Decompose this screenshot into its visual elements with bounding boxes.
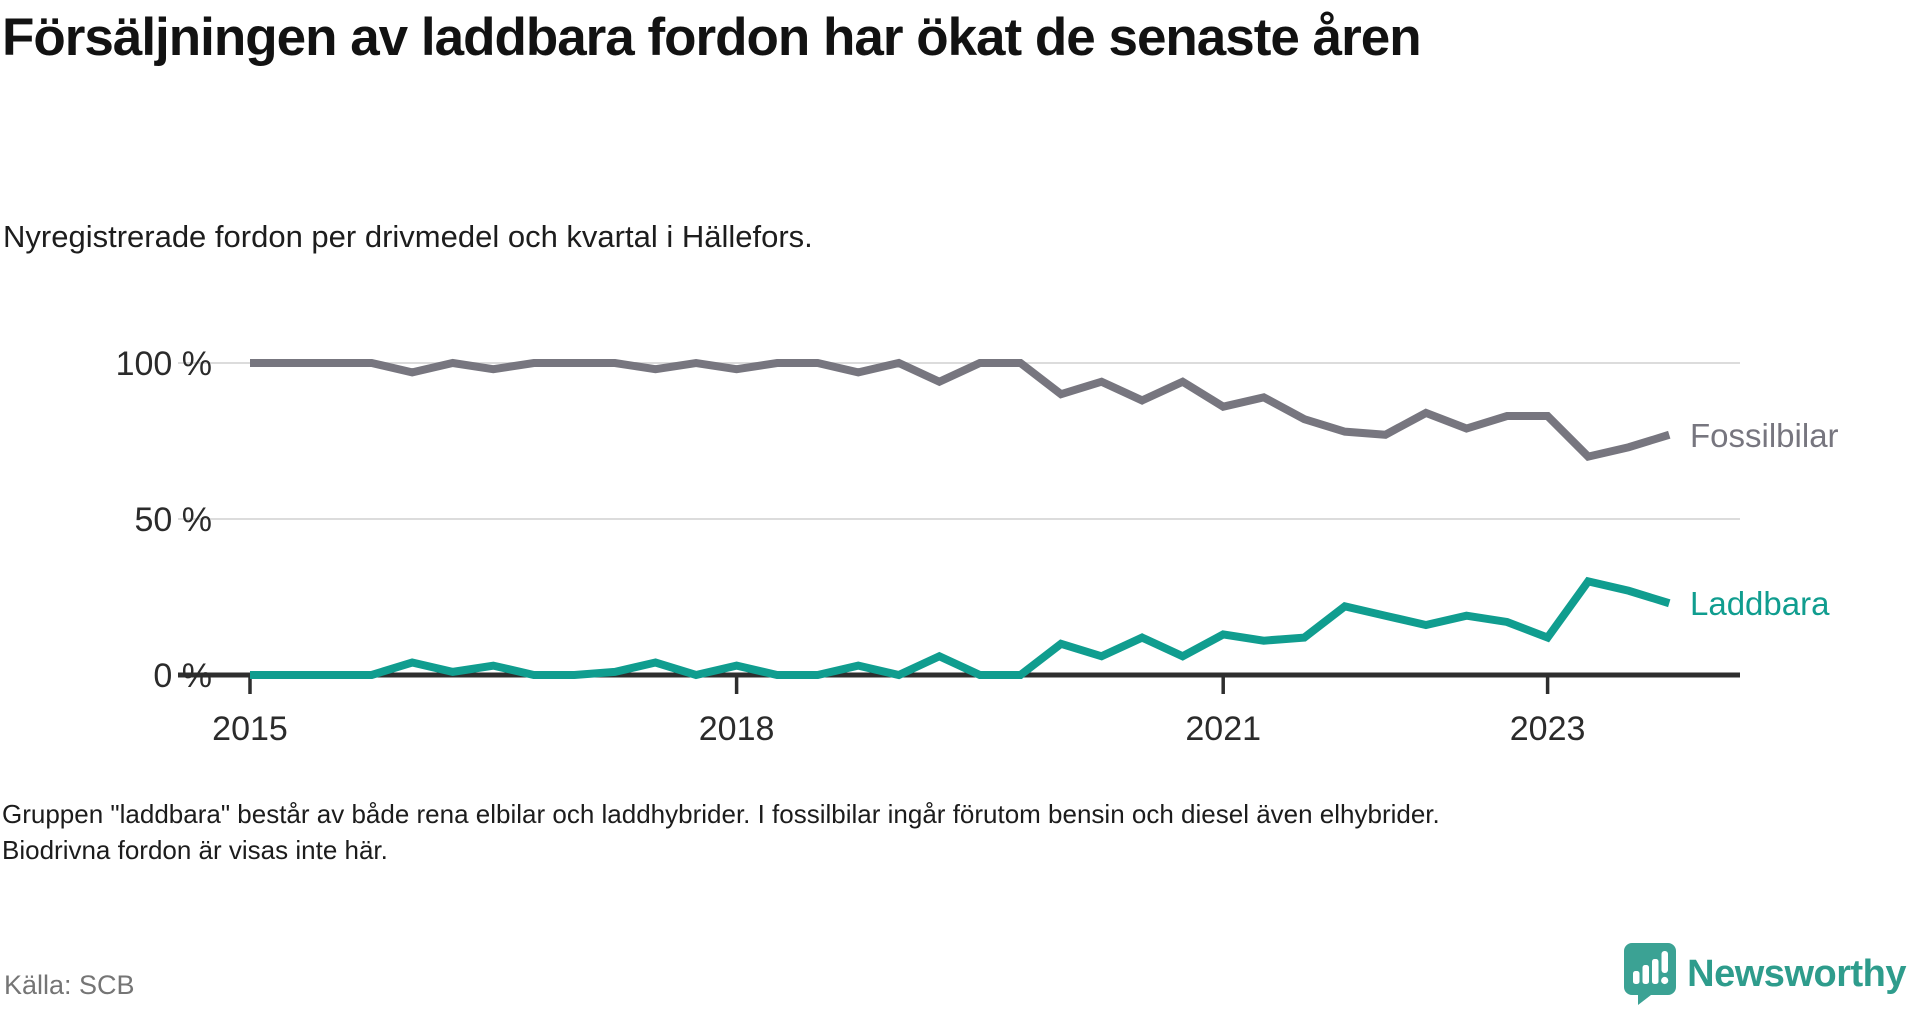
y-tick-label: 100 % — [116, 345, 212, 383]
x-tick-label: 2015 — [212, 710, 288, 748]
series-line-laddbara — [250, 576, 1671, 680]
series-label-fossilbilar: Fossilbilar — [1690, 417, 1839, 454]
newsworthy-wordmark: Newsworthy — [1687, 952, 1906, 995]
chart-title: Försäljningen av laddbara fordon har öka… — [2, 8, 1422, 67]
y-tick-label: 50 % — [135, 501, 213, 539]
y-tick-label: 0 % — [153, 657, 212, 695]
series-label-laddbara: Laddbara — [1690, 585, 1830, 622]
newsworthy-logo: Newsworthy — [1623, 942, 1906, 1006]
x-tick-label: 2021 — [1185, 710, 1261, 748]
x-tick-label: 2023 — [1510, 710, 1586, 748]
newsworthy-bubble-chart-icon — [1624, 943, 1677, 1005]
chart-subtitle: Nyregistrerade fordon per drivmedel och … — [3, 219, 813, 254]
source-label: Källa: SCB — [4, 970, 135, 1000]
x-tick-label: 2018 — [699, 710, 775, 748]
chart-footnote: Gruppen "laddbara" består av både rena e… — [2, 799, 1440, 865]
series-line-fossilbilar — [250, 358, 1671, 461]
